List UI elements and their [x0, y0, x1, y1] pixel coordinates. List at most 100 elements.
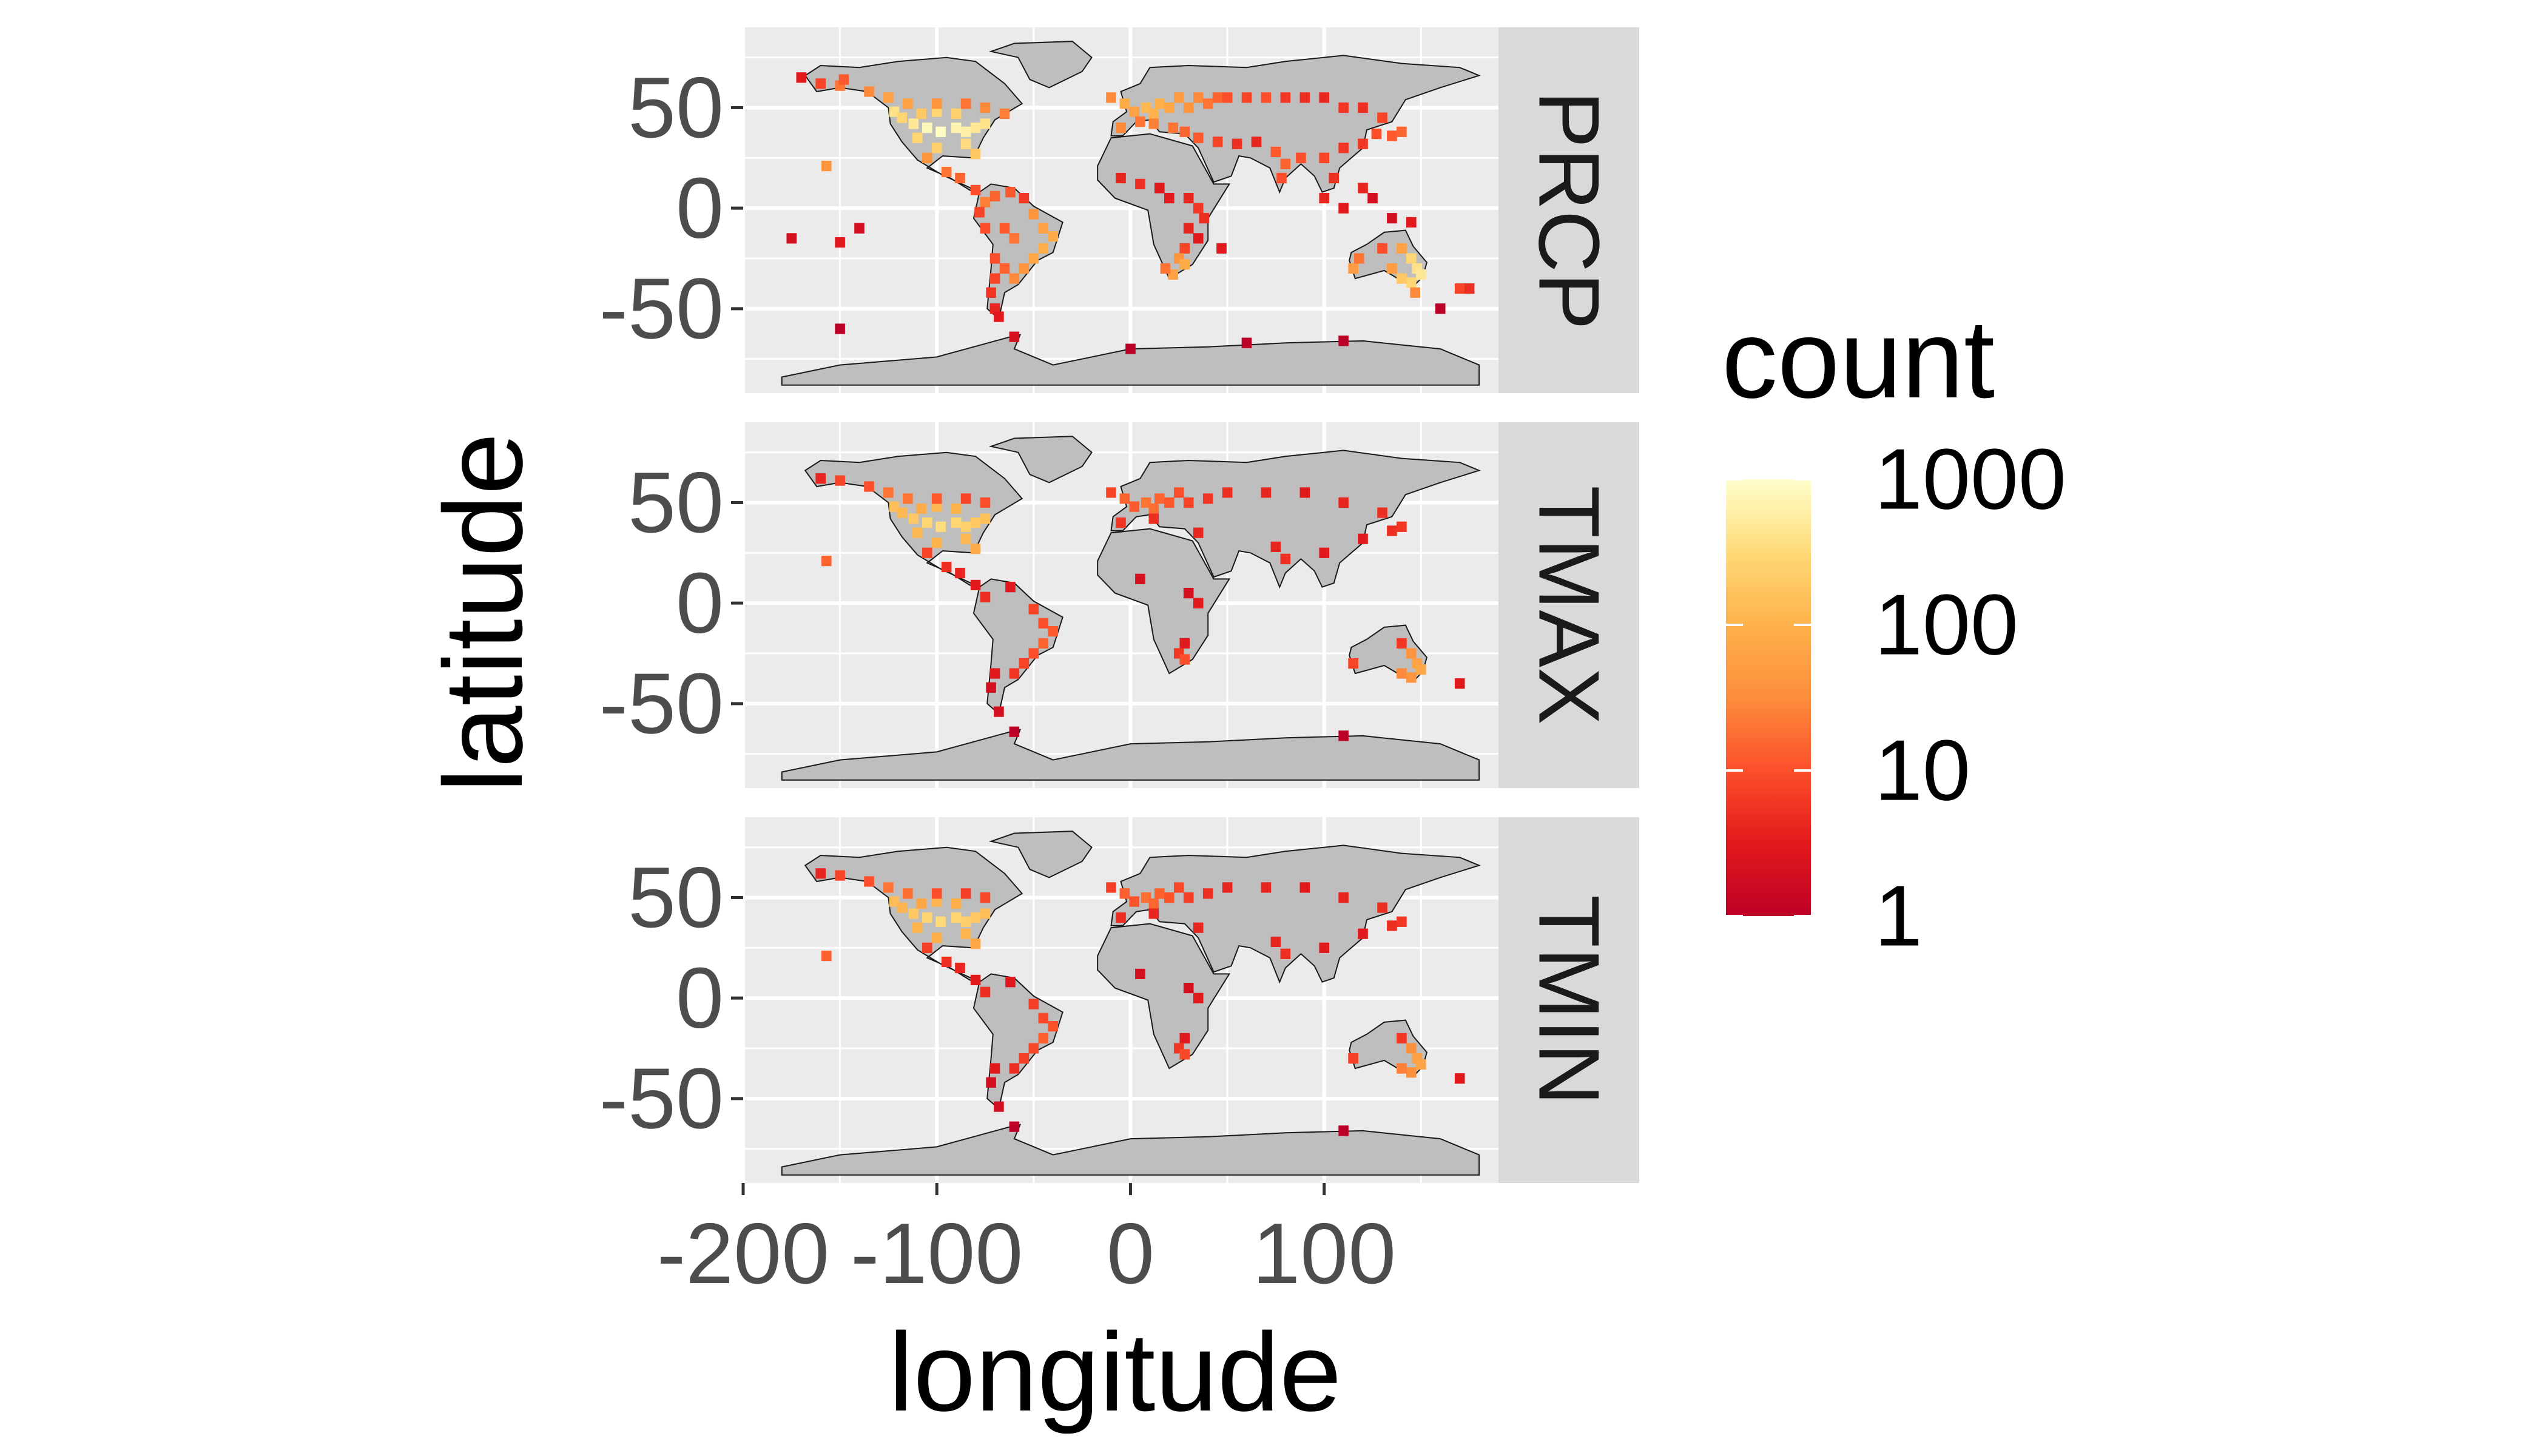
heatmap-cell	[1019, 193, 1030, 204]
legend-label: 1000	[1875, 431, 2066, 528]
landmass	[781, 729, 1480, 781]
heatmap-cell	[1009, 726, 1020, 737]
heatmap-cell	[970, 579, 981, 590]
heatmap-cell	[1406, 253, 1417, 264]
heatmap-cell	[1319, 92, 1329, 103]
heatmap-cell	[1193, 132, 1204, 143]
heatmap-cell	[941, 166, 952, 178]
heatmap-cell	[1005, 187, 1016, 198]
heatmap-cell	[1251, 136, 1262, 147]
heatmap-cell	[1028, 648, 1039, 659]
heatmap-cell	[1148, 503, 1159, 514]
heatmap-cell	[1397, 668, 1407, 679]
heatmap-cell	[986, 682, 996, 693]
heatmap-cell	[1397, 1063, 1407, 1074]
heatmap-cell	[903, 98, 913, 109]
heatmap-cell	[1202, 888, 1213, 899]
heatmap-cell	[960, 928, 971, 939]
legend: count 1 10 100 1000	[1722, 296, 2066, 965]
heatmap-cell	[1299, 92, 1310, 103]
heatmap-cell	[1028, 999, 1039, 1009]
heatmap-cell	[1028, 209, 1039, 220]
heatmap-cell	[1454, 678, 1465, 689]
heatmap-cell	[1179, 654, 1190, 665]
heatmap-cell	[835, 323, 845, 334]
heatmap-cell	[1193, 922, 1204, 933]
heatmap-cell	[951, 123, 962, 133]
heatmap-cell	[1179, 1033, 1190, 1043]
heatmap-cell	[1338, 1125, 1349, 1136]
heatmap-cell	[1183, 223, 1194, 234]
heatmap-cell	[821, 951, 832, 962]
heatmap-cell	[1125, 343, 1136, 354]
heatmap-cell	[1406, 1067, 1417, 1078]
heatmap-cell	[955, 172, 965, 184]
heatmap-cell	[1129, 501, 1140, 512]
heatmap-cell	[1048, 231, 1059, 242]
heatmap-cell	[960, 888, 971, 899]
heatmap-cell	[1212, 92, 1223, 103]
heatmap-cell	[931, 888, 942, 899]
heatmap-cell	[897, 507, 908, 518]
heatmap-cell	[922, 942, 932, 953]
heatmap-cell	[908, 118, 919, 129]
heatmap-cell	[1358, 102, 1368, 113]
heatmap-cell	[1019, 1053, 1030, 1064]
heatmap-cell	[1212, 136, 1223, 147]
heatmap-cell	[916, 108, 926, 120]
heatmap-cell	[970, 544, 981, 554]
heatmap-cell	[1299, 487, 1310, 498]
y-tick-label: 50	[628, 59, 724, 156]
heatmap-cell	[955, 567, 965, 579]
heatmap-cell	[883, 92, 894, 103]
heatmap-cell	[1397, 126, 1407, 137]
heatmap-cell	[1338, 203, 1349, 214]
heatmap-cell	[951, 503, 962, 514]
heatmap-cell	[1348, 263, 1358, 274]
heatmap-cell	[989, 303, 1000, 314]
x-axis-title: longitude	[889, 1309, 1342, 1434]
heatmap-cell	[1164, 497, 1175, 508]
landmass	[1097, 923, 1231, 1070]
heatmap-cell	[1148, 118, 1159, 129]
heatmap-cell	[1174, 882, 1184, 893]
heatmap-cell	[1338, 335, 1349, 346]
heatmap-cell	[1038, 223, 1049, 234]
heatmap-cell	[922, 547, 932, 558]
heatmap-cell	[1270, 936, 1281, 947]
heatmap-cell	[1019, 263, 1030, 274]
heatmap-cell	[999, 263, 1010, 274]
heatmap-cell	[935, 126, 946, 137]
heatmap-cell	[1464, 283, 1475, 294]
heatmap-cell	[989, 1063, 1000, 1074]
heatmap-cell	[1338, 497, 1349, 508]
heatmap-cell	[1241, 92, 1252, 103]
heatmap-cell	[1397, 273, 1407, 284]
heatmap-cell	[1387, 130, 1397, 141]
heatmap-cell	[1183, 497, 1194, 508]
heatmap-cell	[912, 922, 923, 933]
heatmap-cell	[1119, 888, 1130, 899]
heatmap-cell	[1280, 158, 1291, 169]
heatmap-cell	[1397, 1033, 1407, 1043]
heatmap-cell	[1009, 273, 1020, 284]
heatmap-cell	[1319, 193, 1329, 204]
landmass	[988, 831, 1093, 878]
heatmap-cell	[1377, 243, 1387, 254]
strip-prcp	[1498, 27, 1639, 393]
heatmap-bins	[815, 473, 1465, 741]
heatmap-cell	[908, 908, 919, 919]
heatmap-cell	[951, 517, 962, 528]
heatmap-cell	[1048, 1021, 1059, 1032]
heatmap-cell	[922, 912, 932, 923]
heatmap-cell	[815, 78, 826, 89]
heatmap-cell	[1387, 213, 1397, 224]
heatmap-cell	[1116, 172, 1126, 184]
heatmap-cell	[1454, 1073, 1465, 1084]
heatmap-cell	[989, 668, 1000, 679]
heatmap-cell	[1038, 243, 1049, 254]
heatmap-cell	[931, 932, 942, 943]
heatmap-cell	[1406, 672, 1417, 683]
heatmap-cell	[1179, 638, 1190, 649]
